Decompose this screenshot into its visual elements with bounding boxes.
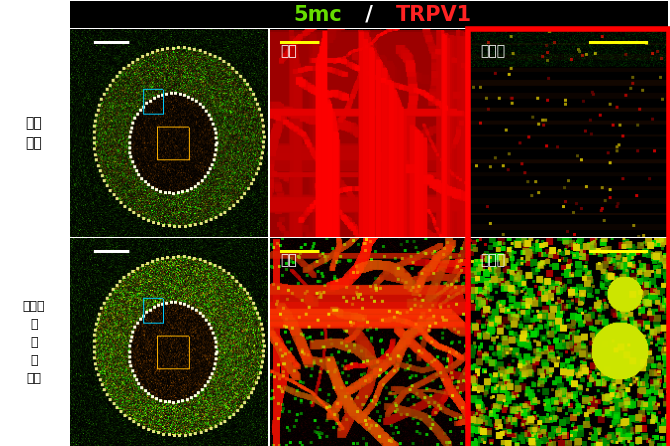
Text: 5mc: 5mc	[293, 4, 342, 25]
Text: 섬유릆: 섬유릆	[480, 253, 505, 267]
Text: TRPV1: TRPV1	[396, 4, 472, 25]
Text: /: /	[358, 4, 380, 25]
Text: 섬유릆: 섬유릆	[480, 44, 505, 58]
Text: 퇴행성
디
스
크
조직: 퇴행성 디 스 크 조직	[23, 300, 46, 384]
Text: 정상
조직: 정상 조직	[25, 116, 42, 150]
Text: 수핵: 수핵	[280, 253, 297, 267]
Text: 수핵: 수핵	[280, 44, 297, 58]
